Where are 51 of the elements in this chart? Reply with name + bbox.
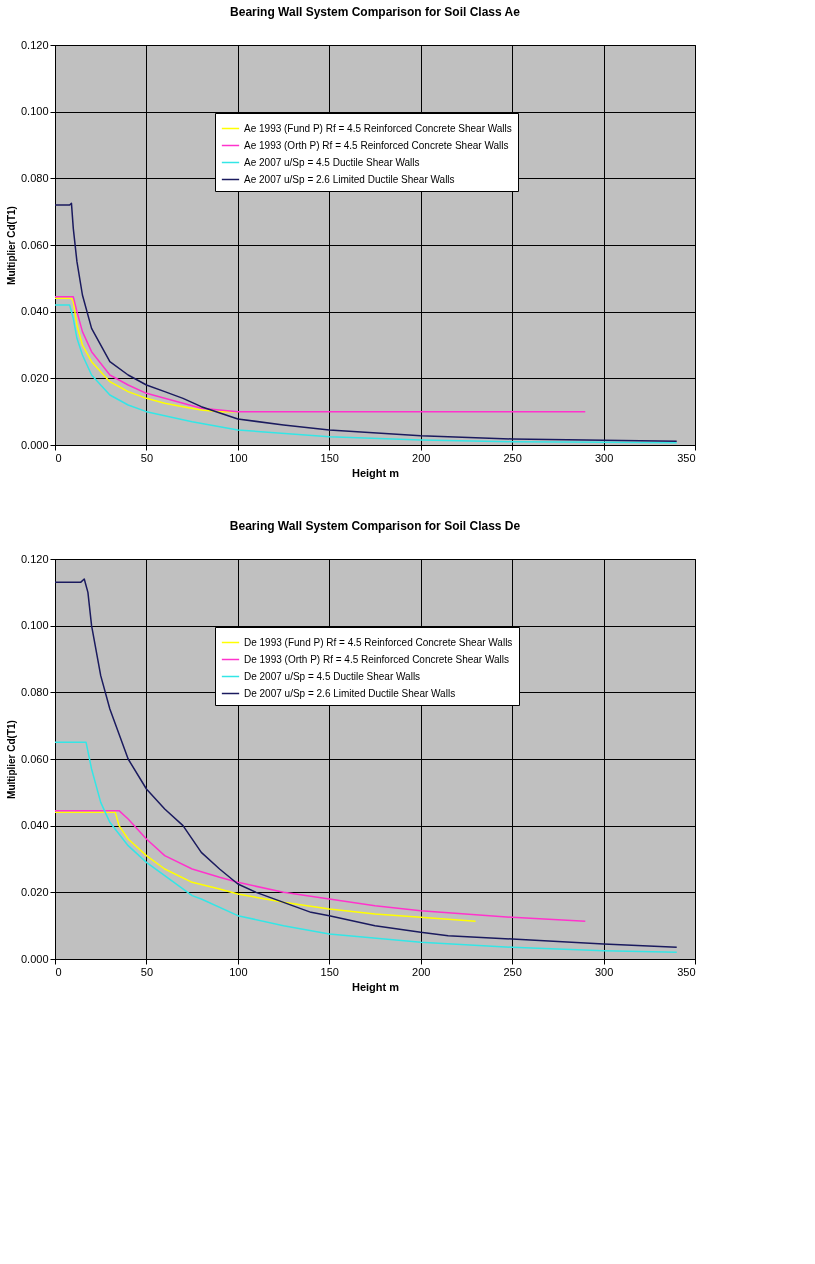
x-tick-label: 100 — [229, 965, 248, 978]
y-axis-title: Multiplier Cd(T1) — [5, 720, 17, 799]
legend-label: Ae 1993 (Fund P) Rf = 4.5 Reinforced Concrete Shear Walls — [244, 122, 512, 134]
x-tick-label: 300 — [594, 965, 614, 978]
line-series — [54, 578, 678, 949]
line-series — [54, 202, 678, 443]
y-tick-label: 0.100 — [20, 619, 49, 632]
legend-label: Ae 2007 u/Sp = 2.6 Limited Ductile Shear Walls — [244, 173, 455, 185]
x-tick-label: 250 — [503, 451, 522, 464]
legend-label: De 1993 (Orth P) Rf = 4.5 Reinforced Concrete Shear Walls — [244, 653, 510, 665]
legend-label: De 1993 (Fund P) Rf = 4.5 Reinforced Concrete Shear Walls — [244, 636, 513, 648]
x-tick-label: 50 — [140, 451, 154, 464]
legend-label: Ae 2007 u/Sp = 4.5 Ductile Shear Walls — [244, 156, 420, 168]
y-tick-label: 0.100 — [20, 105, 49, 118]
line-series — [54, 741, 678, 954]
x-tick-label: 350 — [677, 451, 696, 464]
x-tick-label: 0 — [55, 451, 62, 464]
y-tick-label: 0.040 — [20, 819, 49, 832]
y-tick-label: 0.000 — [20, 438, 49, 451]
y-tick-label: 0.000 — [20, 952, 49, 965]
x-tick-label: 50 — [140, 965, 154, 978]
y-axis-title: Multiplier Cd(T1) — [5, 206, 17, 285]
y-tick-label: 0.060 — [20, 238, 49, 251]
x-tick-label: 200 — [412, 965, 431, 978]
x-tick-label: 350 — [677, 965, 696, 978]
x-tick-label: 0 — [55, 965, 62, 978]
x-tick-label: 300 — [594, 451, 614, 464]
x-axis-title: Height m — [351, 466, 400, 479]
x-tick-label: 200 — [412, 451, 431, 464]
y-tick-label: 0.120 — [20, 38, 49, 51]
legend-label: De 2007 u/Sp = 4.5 Ductile Shear Walls — [244, 670, 421, 682]
x-tick-label: 250 — [503, 965, 522, 978]
y-tick-label: 0.040 — [20, 305, 49, 318]
x-tick-label: 100 — [229, 451, 248, 464]
y-tick-label: 0.080 — [20, 685, 49, 698]
line-series — [54, 304, 678, 444]
legend-label: De 2007 u/Sp = 2.6 Limited Ductile Shear Walls — [244, 687, 456, 699]
y-tick-label: 0.020 — [20, 885, 49, 898]
y-tick-label: 0.080 — [20, 171, 49, 184]
line-series — [54, 809, 587, 923]
chart-title: Bearing Wall System Comparison for Soil Class De — [229, 519, 521, 533]
legend-label: Ae 1993 (Orth P) Rf = 4.5 Reinforced Concrete Shear Walls — [244, 139, 509, 151]
y-tick-label: 0.060 — [20, 752, 49, 765]
x-axis-title: Height m — [351, 980, 400, 993]
x-tick-label: 150 — [320, 451, 339, 464]
y-tick-label: 0.020 — [20, 371, 49, 384]
x-tick-label: 150 — [320, 965, 339, 978]
line-series — [54, 295, 587, 413]
line-series — [54, 811, 477, 923]
chart-title: Bearing Wall System Comparison for Soil Class Ae — [230, 5, 521, 19]
y-tick-label: 0.120 — [20, 552, 49, 565]
